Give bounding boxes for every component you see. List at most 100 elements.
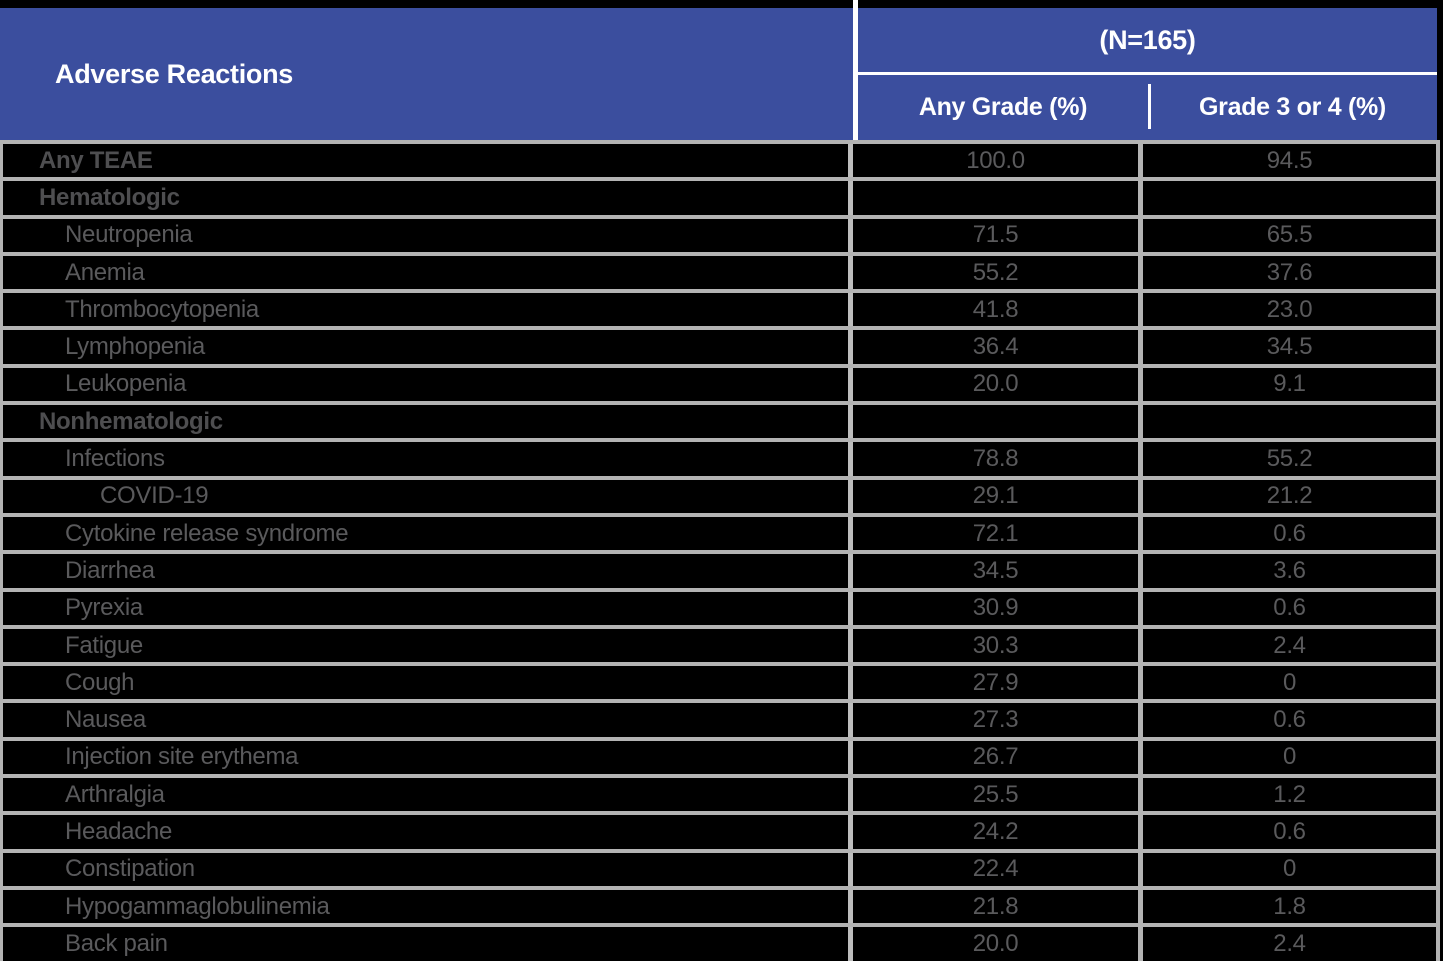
cell-grade-3-4 [1143,405,1436,438]
cell-grade-3-4: 94.5 [1266,146,1313,174]
row-label: Pyrexia [3,591,853,625]
cell-grade-3-4: 65.5 [1266,221,1313,249]
row-label: COVID-19 [3,479,853,513]
cell-grade-3-4: 1.8 [1273,892,1306,920]
table-row: Nausea 27.3 0.6 [3,699,1436,737]
row-label: Fatigue [3,628,853,663]
table-row: Injection site erythema 26.7 0 [3,736,1436,775]
table-row: Hematologic [3,177,1436,215]
row-label: Anemia [3,255,853,290]
row-label: Infections [3,442,853,476]
cell-any-grade [853,181,1143,215]
column-header-adverse-reactions: Adverse Reactions [55,58,294,89]
cell-any-grade: 34.5 [853,554,1143,588]
cell-any-grade: 26.7 [853,740,1143,775]
table-row: Any TEAE 100.0 94.5 [3,140,1436,178]
cell-grade-3-4: 2.4 [1273,929,1306,957]
row-label: Cytokine release syndrome [3,516,853,551]
table-row: Lymphopenia 36.4 34.5 [3,326,1436,364]
cell-grade-3-4: 0 [1282,668,1297,696]
row-label: Constipation [3,852,853,886]
cell-any-grade: 27.9 [853,666,1143,700]
table-body: Any TEAE 100.0 94.5 Hematologic Neutrope… [0,140,1440,961]
row-label: Nausea [3,703,853,737]
table-row: Infections 78.8 55.2 [3,438,1436,476]
cell-grade-3-4: 1.2 [1273,780,1306,808]
group-header-rule [858,72,1437,75]
cell-any-grade: 22.4 [853,852,1143,886]
table-row: Pyrexia 30.9 0.6 [3,587,1436,625]
cell-any-grade: 78.8 [853,442,1143,476]
cell-any-grade: 100.0 [853,144,1143,178]
table-row: Nonhematologic [3,401,1436,439]
table-row: Thrombocytopenia 41.8 23.0 [3,289,1436,327]
cell-grade-3-4 [1143,181,1436,214]
row-label: Diarrhea [3,554,853,588]
row-label: Lymphopenia [3,330,853,364]
cell-grade-3-4: 0.6 [1273,519,1306,547]
cell-any-grade [853,405,1143,439]
table-row: Back pain 20.0 2.4 [3,923,1436,961]
table-row: Arthralgia 25.5 1.2 [3,774,1436,812]
cell-any-grade: 21.8 [853,889,1143,924]
cell-grade-3-4: 0 [1282,743,1297,771]
table-row: Cough 27.9 0 [3,662,1436,700]
header-group-section: (N=165) Any Grade (%) Grade 3 or 4 (%) [858,8,1437,140]
cell-grade-3-4: 37.6 [1266,258,1313,286]
row-label: Hematologic [3,181,853,215]
table-row: Diarrhea 34.5 3.6 [3,550,1436,588]
sub-header-divider [1148,84,1151,129]
row-label: Injection site erythema [3,740,853,775]
row-label: Arthralgia [3,778,853,812]
cell-any-grade: 30.9 [853,591,1143,625]
cell-grade-3-4: 9.1 [1273,370,1306,398]
cell-any-grade: 41.8 [853,293,1143,327]
cell-grade-3-4: 0 [1282,855,1297,883]
cell-any-grade: 36.4 [853,330,1143,364]
cell-any-grade: 20.0 [853,367,1143,402]
row-label: Thrombocytopenia [3,293,853,327]
row-label: Neutropenia [3,218,853,252]
cell-grade-3-4: 0.6 [1273,817,1306,845]
cell-any-grade: 72.1 [853,516,1143,551]
table-row: Constipation 22.4 0 [3,848,1436,886]
cell-any-grade: 29.1 [853,479,1143,513]
cell-grade-3-4: 23.0 [1266,295,1313,323]
row-label: Headache [3,815,853,849]
header-divider [853,0,858,140]
group-header-n165: (N=165) [1099,24,1196,55]
table-row: COVID-19 29.1 21.2 [3,475,1436,513]
row-label: Nonhematologic [3,405,853,439]
cell-grade-3-4: 34.5 [1266,333,1313,361]
row-label: Hypogammaglobulinemia [3,889,853,924]
cell-any-grade: 25.5 [853,778,1143,812]
column-header-grade-3-or-4: Grade 3 or 4 (%) [1199,93,1386,121]
cell-any-grade: 24.2 [853,815,1143,849]
cell-grade-3-4: 3.6 [1273,556,1306,584]
table-row: Fatigue 30.3 2.4 [3,624,1436,663]
cell-any-grade: 71.5 [853,218,1143,252]
row-label: Any TEAE [3,144,853,178]
row-label: Cough [3,666,853,700]
column-header-any-grade: Any Grade (%) [918,93,1088,121]
cell-any-grade: 30.3 [853,628,1143,663]
row-label: Back pain [3,927,853,961]
cell-grade-3-4: 0.6 [1273,706,1306,734]
cell-grade-3-4: 0.6 [1273,594,1306,622]
table-header: Adverse Reactions (N=165) Any Grade (%) … [0,0,1437,140]
table-row: Hypogammaglobulinemia 21.8 1.8 [3,885,1436,924]
cell-grade-3-4: 2.4 [1273,631,1306,659]
cell-grade-3-4: 55.2 [1266,445,1313,473]
table-row: Neutropenia 71.5 65.5 [3,214,1436,252]
sub-header-row: Any Grade (%) Grade 3 or 4 (%) [858,75,1437,140]
table-row: Headache 24.2 0.6 [3,811,1436,849]
table-row: Anemia 55.2 37.6 [3,251,1436,290]
cell-any-grade: 55.2 [853,255,1143,290]
cell-any-grade: 20.0 [853,927,1143,961]
cell-grade-3-4: 21.2 [1266,482,1313,510]
cell-any-grade: 27.3 [853,703,1143,737]
table-row: Leukopenia 20.0 9.1 [3,363,1436,402]
row-label: Leukopenia [3,367,853,402]
table-row: Cytokine release syndrome 72.1 0.6 [3,512,1436,551]
